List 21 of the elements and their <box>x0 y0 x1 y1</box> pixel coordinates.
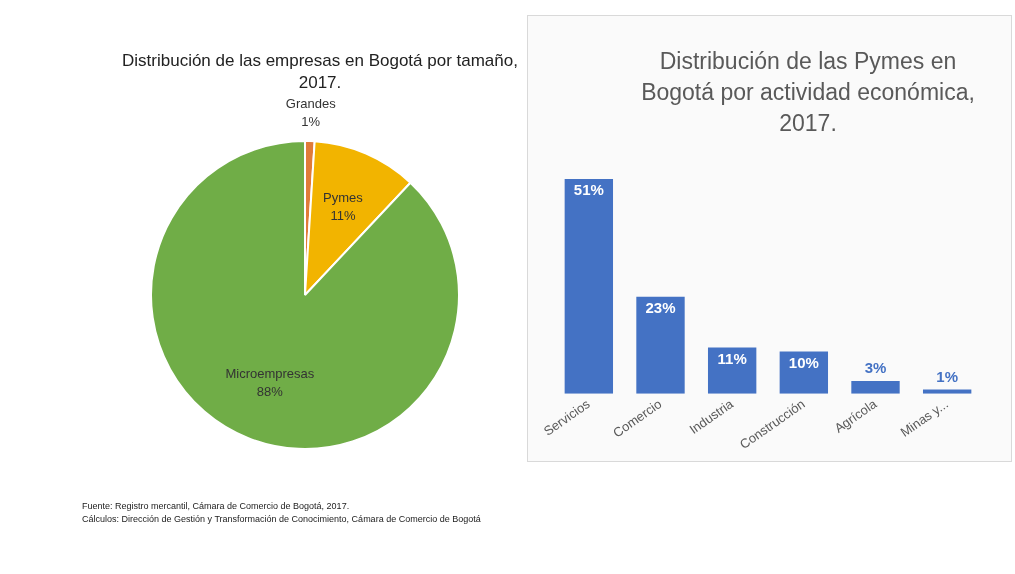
bar <box>636 296 685 394</box>
text: Cálculos: Dirección de Gestión y Transformación de Conocimiento, Cámara de Comercio de Bogotá <box>82 513 481 526</box>
data-label: 1% <box>936 367 959 385</box>
data-label: 51% <box>573 181 604 199</box>
chart-title: Distribución de las empresas en Bogotá por tamaño, 2017. <box>121 50 519 94</box>
slice-label: Pymes <box>323 189 364 205</box>
data-label: 23% <box>645 298 676 316</box>
slice-label: Grandes <box>285 95 337 111</box>
data-label: 1% <box>301 113 321 129</box>
data-label: 10% <box>788 353 819 371</box>
data-label: 11% <box>330 207 356 223</box>
data-label: 88% <box>256 384 284 400</box>
bar <box>922 389 972 394</box>
data-label: 11% <box>717 349 747 367</box>
bar <box>707 347 757 394</box>
bar <box>851 381 900 394</box>
chart-title: Distribución de las Pymes en Bogotá por actividad económica, 2017. <box>640 47 976 138</box>
data-label: 3% <box>864 359 887 377</box>
bar <box>564 178 614 394</box>
slice-label: Microempresas <box>225 366 315 382</box>
source-note: Fuente: Registro mercantil, Cámara de Comercio de Bogotá, 2017. <box>82 500 351 513</box>
